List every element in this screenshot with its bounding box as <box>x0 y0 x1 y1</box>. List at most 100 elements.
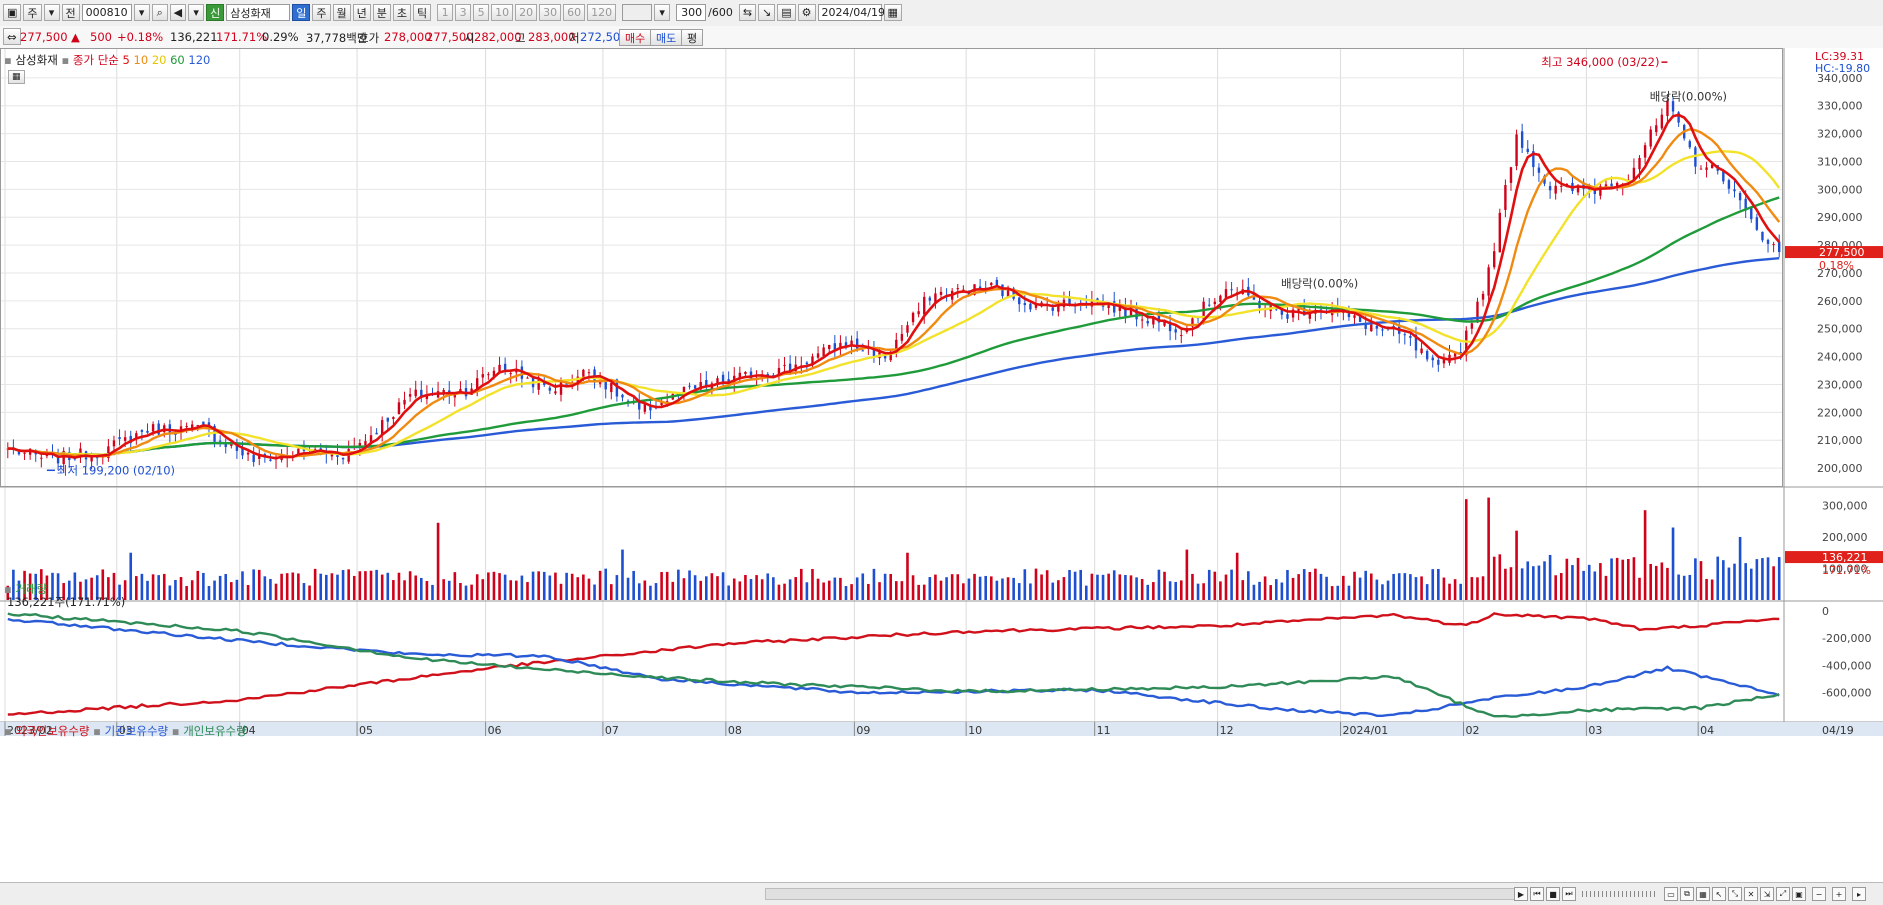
photo-icon[interactable]: ▣ <box>1792 887 1806 901</box>
interval-tab-3[interactable]: 3 <box>455 4 472 21</box>
legend-ma10[interactable]: 10 <box>133 53 149 67</box>
draw-tool-icon[interactable]: ↘ <box>758 4 776 21</box>
next-icon[interactable]: ▸ <box>1852 887 1866 901</box>
interval-dropdown-icon[interactable]: ▾ <box>654 4 671 21</box>
last-change-label: 0.18% <box>1819 259 1854 272</box>
stock-name-field[interactable]: 삼성화재 <box>226 4 291 21</box>
expand-icon[interactable]: ⤢ <box>1776 887 1790 901</box>
period-tab-1[interactable]: 주 <box>312 4 331 21</box>
volume-bar <box>45 575 49 600</box>
period-tab-4[interactable]: 분 <box>372 4 391 21</box>
calendar-icon[interactable]: ▦ <box>883 4 902 21</box>
window-menu-icon[interactable]: ▣ <box>3 4 22 21</box>
cross-icon[interactable]: ✕ <box>1744 887 1758 901</box>
zoom-in-icon[interactable]: + <box>1832 887 1846 901</box>
interval-tab-120[interactable]: 120 <box>587 4 617 21</box>
interval-tab-20[interactable]: 20 <box>515 4 538 21</box>
candle-body <box>190 424 194 429</box>
volume-bar <box>397 572 401 600</box>
legend-ma120[interactable]: 120 <box>188 53 211 67</box>
legend-foreign[interactable]: 외국인보유수량 <box>15 724 90 738</box>
eval-button[interactable]: 평 <box>681 29 704 46</box>
code-dropdown-icon[interactable]: ▾ <box>133 4 150 21</box>
date-input[interactable]: 2024/04/19 <box>817 4 885 21</box>
scroll-track[interactable] <box>765 888 1519 900</box>
candle-body <box>1353 315 1356 318</box>
scroll-first-icon[interactable]: ⏮ <box>1530 887 1544 901</box>
volume-bar <box>330 573 334 600</box>
quote-toggle-icon[interactable]: ⇔ <box>3 28 21 45</box>
grid-icon[interactable]: ▦ <box>1696 887 1710 901</box>
candle-body <box>1476 301 1479 323</box>
sell-button[interactable]: 매도 <box>650 29 683 46</box>
legend-ma20[interactable]: 20 <box>151 53 167 67</box>
volume-bar <box>17 580 21 600</box>
x-axis-label: 03 <box>119 724 133 737</box>
search-icon[interactable]: ⌕ <box>151 4 168 21</box>
candle-body <box>1604 184 1608 187</box>
scroll-right-icon[interactable]: ▶ <box>1514 887 1528 901</box>
candle-body <box>1297 308 1300 311</box>
table-icon[interactable]: ▦ <box>8 70 25 84</box>
zoom-out-icon[interactable]: − <box>1812 887 1826 901</box>
legend-volume-title[interactable]: 거래량 <box>15 582 48 596</box>
stop-icon[interactable]: ■ <box>1546 887 1560 901</box>
volume-bar <box>1554 575 1557 600</box>
interval-tab-5[interactable]: 5 <box>473 4 490 21</box>
count-input[interactable]: 300 <box>676 4 707 21</box>
volume-bar <box>1420 576 1423 600</box>
volume-bar <box>1202 583 1205 600</box>
cursor-icon[interactable]: ↖ <box>1712 887 1726 901</box>
scroll-last-icon[interactable]: ⏭ <box>1562 887 1576 901</box>
stock-code-input[interactable]: 000810 <box>81 4 132 21</box>
compare-icon[interactable]: ⇆ <box>738 4 757 21</box>
legend-institution[interactable]: 기관보유수량 <box>104 724 169 738</box>
volume-bar <box>1353 571 1356 600</box>
menu-dropdown-icon[interactable]: ▾ <box>43 4 60 21</box>
interval-tab-30[interactable]: 30 <box>539 4 562 21</box>
candle-body <box>1643 145 1647 158</box>
buy-button[interactable]: 매수 <box>619 29 652 46</box>
layout-icon[interactable]: ▭ <box>1664 887 1678 901</box>
period-tab-3[interactable]: 년 <box>352 4 371 21</box>
interval-tab-60[interactable]: 60 <box>563 4 586 21</box>
x-axis-label: 03 <box>1588 724 1602 737</box>
save-icon[interactable]: ▤ <box>777 4 796 21</box>
candle-body <box>911 312 915 323</box>
period-tab-6[interactable]: 틱 <box>413 4 432 21</box>
x-axis-label: 06 <box>488 724 502 737</box>
volume-bar <box>481 579 485 600</box>
speaker-dropdown-icon[interactable]: ▾ <box>188 4 205 21</box>
volume-bar <box>414 575 418 600</box>
interval-tab-10[interactable]: 10 <box>491 4 514 21</box>
speaker-icon[interactable]: ◀ <box>169 4 187 21</box>
legend-stock-name[interactable]: 삼성화재 <box>15 53 58 67</box>
pointer-icon[interactable]: ⤡ <box>1728 887 1742 901</box>
interval-input[interactable] <box>622 4 653 21</box>
period-tab-5[interactable]: 초 <box>392 4 411 21</box>
settings-icon[interactable]: ⚙ <box>797 4 816 21</box>
candle-body <box>1481 293 1485 300</box>
ask-price: 277,500 <box>426 30 474 44</box>
period-tab-0[interactable]: 일 <box>292 4 311 21</box>
interval-tab-1[interactable]: 1 <box>437 4 454 21</box>
period-tab-2[interactable]: 월 <box>332 4 351 21</box>
volume-bar <box>637 583 641 600</box>
candle-body <box>420 389 423 398</box>
stock-type-button[interactable]: 전 <box>61 4 80 21</box>
legend-ma-title[interactable]: 종가 단순 <box>72 53 119 67</box>
volume-bar <box>682 578 686 600</box>
stock-chart[interactable]: 최고 346,000 (03/22) 최저 199,200 (02/10) 배당락(… <box>0 48 1883 882</box>
legend-ma60[interactable]: 60 <box>170 53 185 67</box>
candle-body <box>1129 306 1133 316</box>
shrink-icon[interactable]: ⇲ <box>1760 887 1774 901</box>
copy-icon[interactable]: ⧉ <box>1680 887 1694 901</box>
legend-ma5[interactable]: 5 <box>122 53 130 67</box>
legend-individual[interactable]: 개인보유수량 <box>183 724 247 738</box>
volume-bar <box>1654 565 1658 600</box>
candle-body <box>1666 100 1669 116</box>
menu-button[interactable]: 주 <box>23 4 42 21</box>
zoom-slider[interactable] <box>1582 891 1658 897</box>
volume-bar <box>520 575 524 600</box>
volume-bar <box>1772 566 1775 600</box>
